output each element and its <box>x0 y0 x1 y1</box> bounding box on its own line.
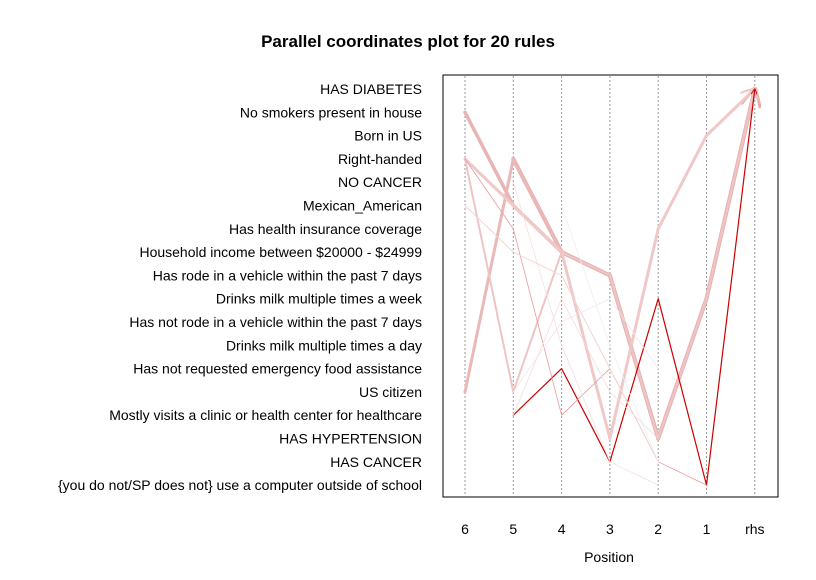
rule-lines <box>463 89 755 486</box>
position-tick-label: 1 <box>703 521 711 537</box>
rule-line-6 <box>512 89 755 486</box>
item-label: US citizen <box>359 384 422 400</box>
item-label: {you do not/SP does not} use a computer … <box>58 477 422 493</box>
item-label: Has not requested emergency food assista… <box>133 361 422 377</box>
item-label: Household income between $20000 - $24999 <box>139 244 422 260</box>
item-label: HAS CANCER <box>330 454 422 470</box>
item-label: HAS HYPERTENSION <box>279 431 422 447</box>
position-tick-label: 5 <box>509 521 517 537</box>
position-tick-label: 2 <box>654 521 662 537</box>
item-labels: HAS DIABETES No smokers present in house B… <box>58 81 423 493</box>
item-label: Has rode in a vehicle within the past 7 … <box>153 267 422 283</box>
item-label: Drinks milk multiple times a week <box>216 291 423 307</box>
x-axis-label: Position <box>584 549 634 565</box>
item-label: No smokers present in house <box>240 104 422 120</box>
item-label: Mostly visits a clinic or health center … <box>109 407 422 423</box>
position-ticks: 6 5 4 3 2 1 rhs <box>461 521 764 537</box>
item-label: Born in US <box>354 128 422 144</box>
chart-title: Parallel coordinates plot for 20 rules <box>261 32 555 51</box>
rule-line-7 <box>464 158 707 486</box>
item-label: Right-handed <box>338 151 422 167</box>
item-label: Has health insurance coverage <box>229 221 422 237</box>
axis-guides <box>464 76 756 496</box>
item-label: Mexican_American <box>303 198 422 214</box>
rule-line-12 <box>512 298 659 439</box>
rule-line-9 <box>512 181 659 486</box>
position-tick-label: 6 <box>461 521 469 537</box>
position-tick-label: 3 <box>606 521 614 537</box>
item-label: HAS DIABETES <box>320 81 422 97</box>
position-tick-label: 4 <box>558 521 566 537</box>
item-label: NO CANCER <box>338 174 422 190</box>
plot-frame <box>442 74 779 498</box>
item-label: Drinks milk multiple times a day <box>226 337 422 353</box>
item-label: Has not rode in a vehicle within the pas… <box>129 314 422 330</box>
position-tick-label: rhs <box>745 521 764 537</box>
rule-line-4 <box>463 89 755 440</box>
rule-line-8 <box>464 205 659 463</box>
